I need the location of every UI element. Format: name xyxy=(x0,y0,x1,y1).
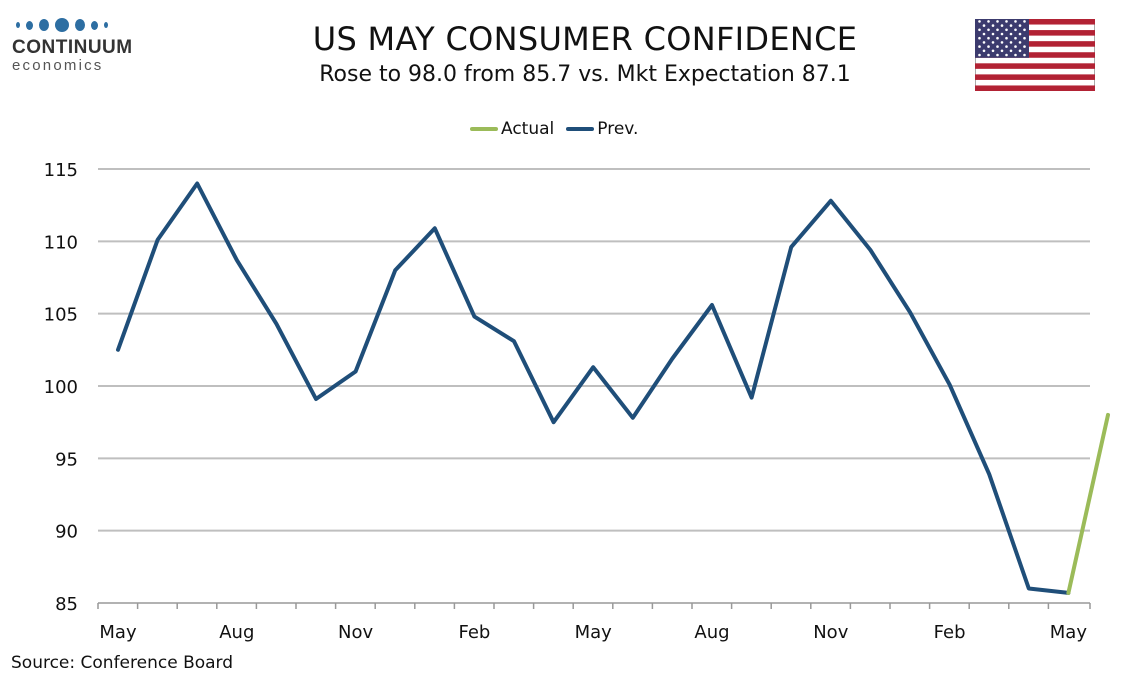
series-line-prev xyxy=(116,181,1071,595)
y-tick-label: 85 xyxy=(55,594,78,615)
y-tick-label: 95 xyxy=(55,449,78,470)
x-tick-label: Nov xyxy=(813,622,848,643)
series-line-actual xyxy=(1066,412,1110,595)
y-tick-label: 115 xyxy=(44,160,78,181)
y-axis-labels: 85 90 95 100 105 110 115 xyxy=(44,160,78,615)
logo-subtitle: economics xyxy=(12,57,104,74)
x-axis-labels: May Aug Nov Feb May Aug Nov Feb May xyxy=(99,622,1087,643)
x-tick-label: Aug xyxy=(219,622,254,643)
us-flag-icon xyxy=(975,19,1095,91)
source-note: Source: Conference Board xyxy=(11,653,234,673)
gridlines xyxy=(98,168,1090,532)
series-lines xyxy=(116,181,1110,595)
legend-label-actual: Actual xyxy=(501,119,555,139)
x-tick-label: Nov xyxy=(338,622,373,643)
y-tick-label: 90 xyxy=(55,522,78,543)
legend-label-prev: Prev. xyxy=(597,119,639,139)
logo-wordmark: CONTINUUM xyxy=(12,37,133,58)
legend-item-prev: Prev. xyxy=(566,119,638,139)
x-tick-label: Feb xyxy=(934,622,966,643)
continuum-economics-logo: CONTINUUM economics xyxy=(12,14,142,74)
logo-dots-icon xyxy=(16,14,142,36)
x-tick-label: May xyxy=(575,622,613,643)
chart-subtitle: Rose to 98.0 from 85.7 vs. Mkt Expectati… xyxy=(319,62,851,87)
x-tick-label: Feb xyxy=(458,622,490,643)
chart-legend: Actual Prev. xyxy=(470,119,650,139)
x-tick-label: May xyxy=(1050,622,1088,643)
y-tick-label: 105 xyxy=(44,305,78,326)
legend-item-actual: Actual xyxy=(470,119,554,139)
legend-swatch-actual xyxy=(470,127,498,131)
y-tick-label: 110 xyxy=(44,232,78,253)
x-tick-label: Aug xyxy=(694,622,729,643)
x-tick-label: May xyxy=(99,622,137,643)
x-axis xyxy=(97,602,1091,609)
chart-title: US MAY CONSUMER CONFIDENCE xyxy=(312,20,858,58)
legend-swatch-prev xyxy=(566,127,595,131)
y-tick-label: 100 xyxy=(44,377,78,398)
